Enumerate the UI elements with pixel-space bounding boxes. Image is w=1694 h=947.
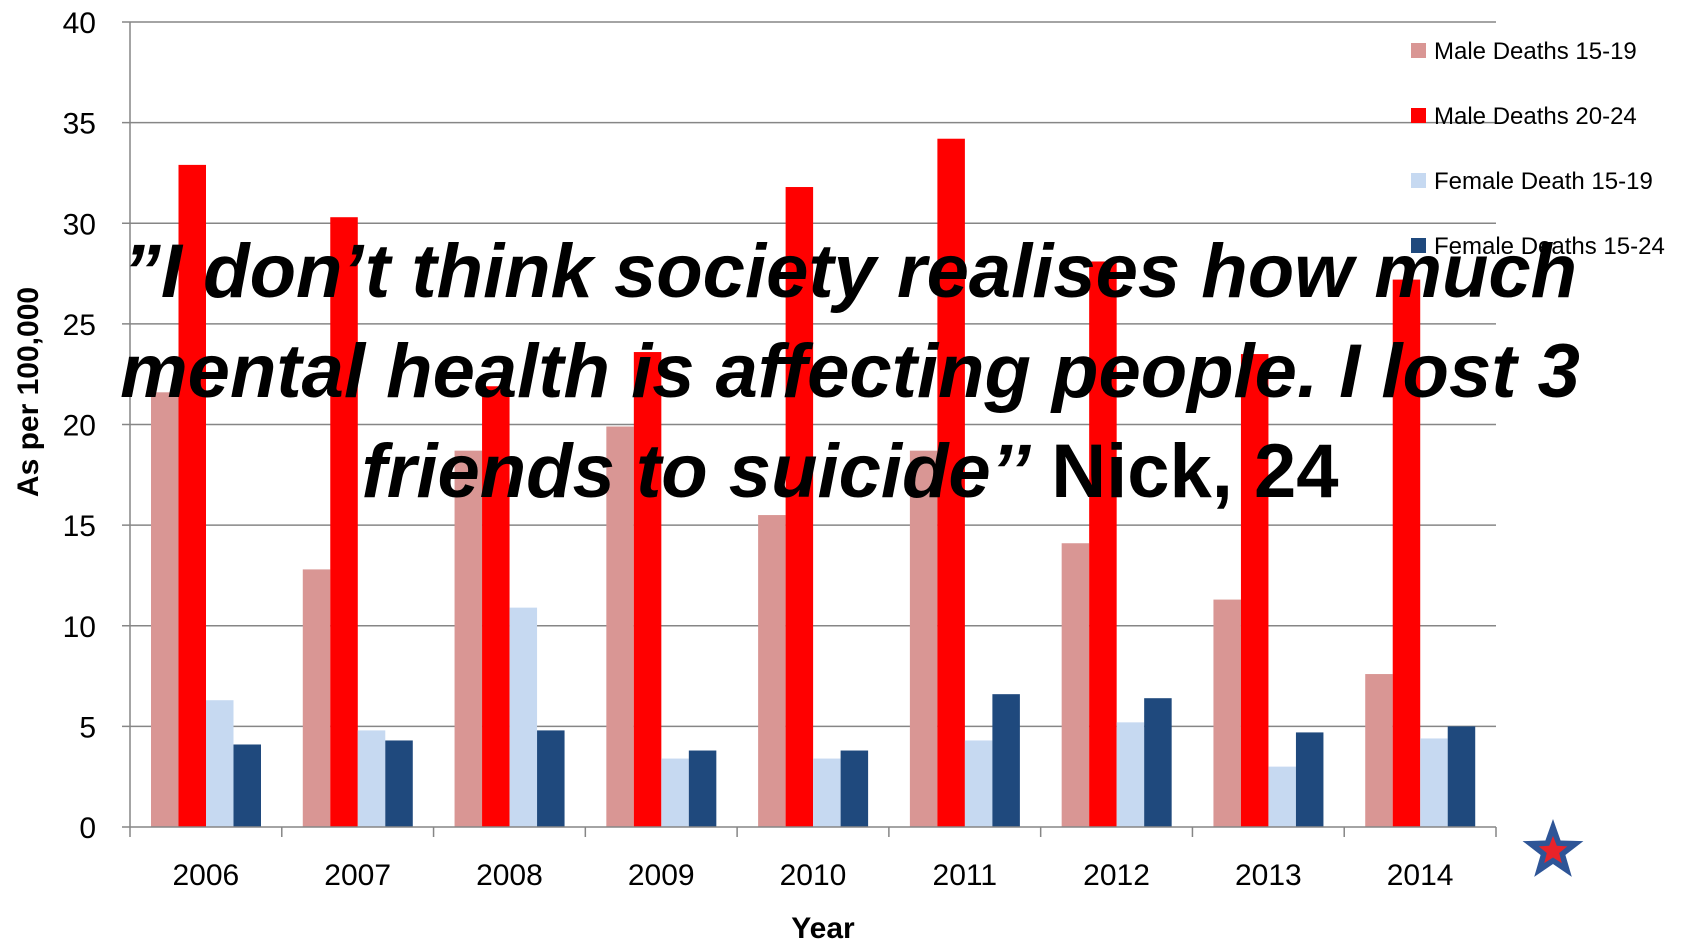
bar — [909, 450, 938, 827]
bar — [813, 758, 841, 827]
bar — [482, 386, 510, 827]
y-tick-label: 20 — [63, 410, 96, 443]
legend-label: Male Deaths 20-24 — [1434, 103, 1637, 130]
quote-overlay: ”I don’t think society realises how much… — [110, 222, 1590, 522]
bar — [233, 744, 261, 827]
x-tick-label: 2011 — [933, 859, 998, 892]
axes — [129, 22, 1497, 837]
bar — [992, 694, 1020, 827]
bar — [688, 750, 717, 827]
y-tick-labels: 0 5 10 15 20 25 30 35 40 — [63, 7, 96, 845]
y-tick-label: 10 — [63, 611, 96, 644]
bar — [357, 730, 386, 827]
y-axis-title: As per 100,000 — [12, 287, 45, 497]
x-tick-label: 2007 — [324, 859, 391, 892]
bar — [454, 450, 483, 827]
bar — [1365, 674, 1393, 827]
x-tick-label: 2013 — [1235, 859, 1302, 892]
bar — [302, 569, 331, 827]
bar — [937, 138, 965, 828]
legend-swatch — [1411, 173, 1426, 188]
x-tick-label: 2014 — [1387, 859, 1454, 892]
bars — [151, 138, 1476, 828]
bar — [206, 700, 234, 827]
x-tick-label: 2010 — [780, 859, 847, 892]
y-tick-label: 0 — [79, 812, 96, 845]
bar — [1420, 738, 1448, 827]
bar — [1213, 599, 1241, 827]
bar — [1447, 726, 1476, 827]
x-tick-labels: 2006 2007 2008 2009 2010 2011 2012 2013 2014 — [173, 859, 1454, 892]
bar — [509, 607, 538, 827]
bar — [785, 187, 814, 827]
x-tick-label: 2012 — [1083, 859, 1150, 892]
bar — [840, 750, 869, 827]
bar — [151, 392, 179, 827]
x-axis-title: Year — [791, 912, 855, 945]
x-tick-label: 2009 — [628, 859, 695, 892]
y-tick-label: 25 — [63, 309, 96, 342]
bar — [964, 740, 993, 827]
legend-swatch — [1411, 43, 1426, 58]
legend: Male Deaths 15-19 Male Deaths 20-24 Female… — [1411, 38, 1665, 260]
bar — [1061, 543, 1090, 827]
x-tick-label: 2008 — [476, 859, 543, 892]
quote-author: Nick, 24 — [1051, 429, 1339, 514]
legend-label: Male Deaths 15-19 — [1434, 38, 1637, 65]
bar — [1295, 732, 1324, 827]
bar — [606, 426, 634, 827]
bar — [1268, 766, 1296, 827]
bar — [1392, 279, 1421, 828]
bar — [178, 164, 206, 827]
bar — [1144, 698, 1172, 827]
y-tick-label: 30 — [63, 208, 96, 241]
quote-text: ”I don’t think society realises how much… — [120, 229, 1580, 514]
bar — [758, 515, 786, 827]
bar — [537, 730, 565, 827]
bar — [633, 352, 662, 827]
bar — [1240, 354, 1269, 827]
legend-swatch — [1411, 238, 1426, 253]
legend-swatch — [1411, 108, 1426, 123]
legend-label: Female Deaths 15-24 — [1434, 233, 1665, 260]
y-tick-label: 15 — [63, 510, 96, 543]
x-tick-label: 2006 — [173, 859, 240, 892]
y-tick-label: 5 — [79, 711, 96, 744]
bar — [385, 740, 413, 827]
bar — [1116, 722, 1145, 827]
legend-label: Female Death 15-19 — [1434, 168, 1653, 195]
star-icon — [1522, 819, 1584, 877]
bar — [330, 217, 358, 827]
bar — [1089, 261, 1117, 827]
y-tick-label: 35 — [63, 108, 96, 141]
y-tick-label: 40 — [63, 7, 96, 40]
bar — [661, 758, 689, 827]
